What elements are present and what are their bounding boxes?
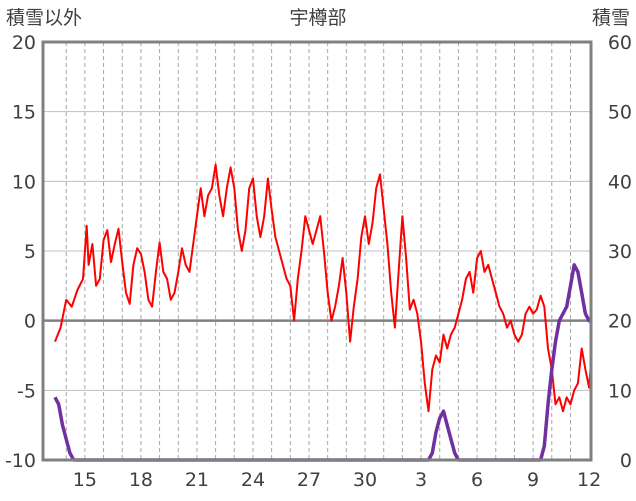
right-tick-label: 60 xyxy=(608,32,632,54)
x-tick-label: 27 xyxy=(297,469,321,491)
x-tick-label: 9 xyxy=(527,469,539,491)
x-tick-label: 15 xyxy=(73,469,97,491)
x-tick-label: 6 xyxy=(471,469,483,491)
right-tick-label: 10 xyxy=(608,380,632,402)
left-tick-label: 15 xyxy=(12,102,36,124)
x-tick-label: 18 xyxy=(129,469,153,491)
x-tick-label: 24 xyxy=(241,469,265,491)
x-tick-label: 3 xyxy=(415,469,427,491)
chart-title: 宇樽部 xyxy=(289,7,346,29)
x-tick-label: 30 xyxy=(353,469,377,491)
x-tick-label: 21 xyxy=(185,469,209,491)
left-tick-label: -5 xyxy=(17,380,36,402)
left-tick-label: -10 xyxy=(5,450,36,472)
right-tick-label: 0 xyxy=(620,450,632,472)
right-tick-label: 50 xyxy=(608,102,632,124)
x-tick-label: 12 xyxy=(577,469,601,491)
right-tick-label: 30 xyxy=(608,241,632,263)
left-tick-label: 0 xyxy=(24,311,36,333)
tick-labels: -10 -5 0 5 10 15 20 0 10 20 30 40 50 60 15 18 21 24 27 30 3 6… xyxy=(5,32,632,491)
right-tick-label: 40 xyxy=(608,171,632,193)
plot-frame xyxy=(41,40,593,462)
left-tick-label: 20 xyxy=(12,32,36,54)
right-tick-label: 20 xyxy=(608,311,632,333)
other-series-line xyxy=(54,163,592,413)
left-tick-label: 5 xyxy=(24,241,36,263)
snow-series-line xyxy=(53,263,591,462)
grid xyxy=(43,42,591,460)
left-tick-label: 10 xyxy=(12,171,36,193)
left-axis-title: 積雪以外 xyxy=(6,7,82,29)
series-lines xyxy=(53,163,592,462)
right-axis-title: 積雪 xyxy=(592,7,630,29)
